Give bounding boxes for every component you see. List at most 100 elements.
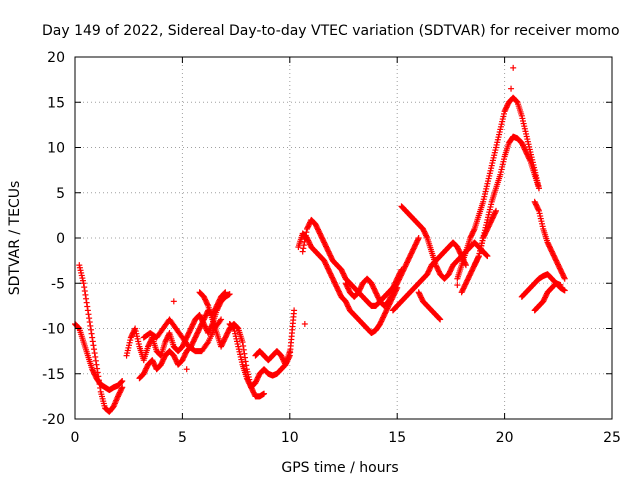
- data-point: [89, 334, 96, 341]
- data-point: [92, 353, 99, 360]
- data-point: [218, 316, 225, 323]
- data-point: [526, 156, 533, 163]
- data-point: [242, 358, 249, 365]
- data-point: [475, 254, 482, 261]
- axis-ticks: 0 5 10 15 20 25 -20 -15 -10 -5 0 5 10 15 20: [42, 50, 621, 446]
- data-point: [286, 353, 293, 360]
- data-point: [91, 346, 98, 353]
- data-point: [415, 236, 422, 243]
- data-point: [299, 248, 306, 255]
- data-point: [436, 315, 443, 322]
- data-point: [243, 362, 250, 369]
- data-point: [86, 315, 93, 322]
- data-point: [437, 316, 444, 323]
- data-point: [75, 324, 82, 331]
- x-tick-label: 25: [603, 430, 621, 446]
- y-tick-label: 10: [47, 141, 65, 157]
- data-point: [261, 390, 268, 397]
- data-point: [157, 352, 164, 359]
- data-point: [291, 307, 298, 314]
- data-point: [239, 339, 246, 346]
- data-point: [217, 317, 224, 324]
- data-point: [90, 342, 97, 349]
- data-point: [95, 373, 102, 380]
- data-point: [561, 287, 568, 294]
- data-point: [454, 282, 461, 289]
- data-point: [493, 207, 500, 214]
- data-point: [80, 280, 87, 287]
- data-point: [183, 366, 190, 373]
- data-point: [484, 253, 491, 260]
- data-point: [561, 274, 568, 281]
- x-axis-title: GPS time / hours: [281, 460, 398, 476]
- data-point: [84, 307, 91, 314]
- data-point: [535, 185, 542, 192]
- data-point: [83, 299, 90, 306]
- data-point: [470, 227, 477, 234]
- data-point: [89, 338, 96, 345]
- data-point: [435, 315, 442, 322]
- y-tick-label: -5: [51, 276, 65, 292]
- data-point: [222, 289, 229, 296]
- data-point: [513, 97, 520, 104]
- data-point: [93, 361, 100, 368]
- data-point: [84, 303, 91, 310]
- data-point: [95, 377, 102, 384]
- data-points: [72, 64, 568, 415]
- data-point: [118, 385, 125, 392]
- data-point: [241, 354, 248, 361]
- data-point: [170, 298, 177, 305]
- data-point: [204, 301, 211, 308]
- data-point: [118, 378, 125, 385]
- data-point: [561, 275, 568, 282]
- data-point: [301, 320, 308, 327]
- data-point: [119, 384, 126, 391]
- data-point: [94, 365, 101, 372]
- x-tick-label: 5: [178, 430, 187, 446]
- data-point: [96, 381, 103, 388]
- y-tick-label: 20: [47, 50, 65, 66]
- data-point: [204, 340, 211, 347]
- data-point: [81, 288, 88, 295]
- x-tick-label: 10: [281, 430, 299, 446]
- data-point: [557, 282, 564, 289]
- data-point: [508, 85, 515, 92]
- data-point: [92, 357, 99, 364]
- y-tick-label: -10: [42, 322, 65, 338]
- data-point: [118, 379, 125, 386]
- data-point: [483, 251, 490, 258]
- x-tick-label: 0: [71, 430, 80, 446]
- data-point: [81, 284, 88, 291]
- data-point: [131, 326, 138, 333]
- data-point: [94, 369, 101, 376]
- data-point: [492, 209, 499, 216]
- chart-title: Day 149 of 2022, Sidereal Day-to-day VTE…: [42, 23, 620, 39]
- data-point: [535, 206, 542, 213]
- data-point: [483, 252, 490, 259]
- data-point: [86, 319, 93, 326]
- x-tick-label: 20: [496, 430, 514, 446]
- data-point: [82, 291, 89, 298]
- y-tick-label: 0: [56, 231, 65, 247]
- data-point: [226, 291, 233, 298]
- data-point: [240, 346, 247, 353]
- data-point: [97, 384, 104, 391]
- data-point: [87, 326, 94, 333]
- data-point: [300, 245, 307, 252]
- y-tick-label: 15: [47, 95, 65, 111]
- data-point: [240, 342, 247, 349]
- x-tick-label: 15: [388, 430, 406, 446]
- data-point: [119, 377, 126, 384]
- y-tick-label: -15: [42, 367, 65, 383]
- y-tick-label: 5: [56, 186, 65, 202]
- data-point: [415, 235, 422, 241]
- y-tick-label: -20: [42, 412, 65, 428]
- data-point: [221, 290, 228, 297]
- data-point: [88, 330, 95, 337]
- data-point: [230, 324, 237, 331]
- data-point: [229, 324, 236, 331]
- data-point: [510, 64, 517, 71]
- data-point: [87, 322, 94, 329]
- data-point: [91, 350, 98, 357]
